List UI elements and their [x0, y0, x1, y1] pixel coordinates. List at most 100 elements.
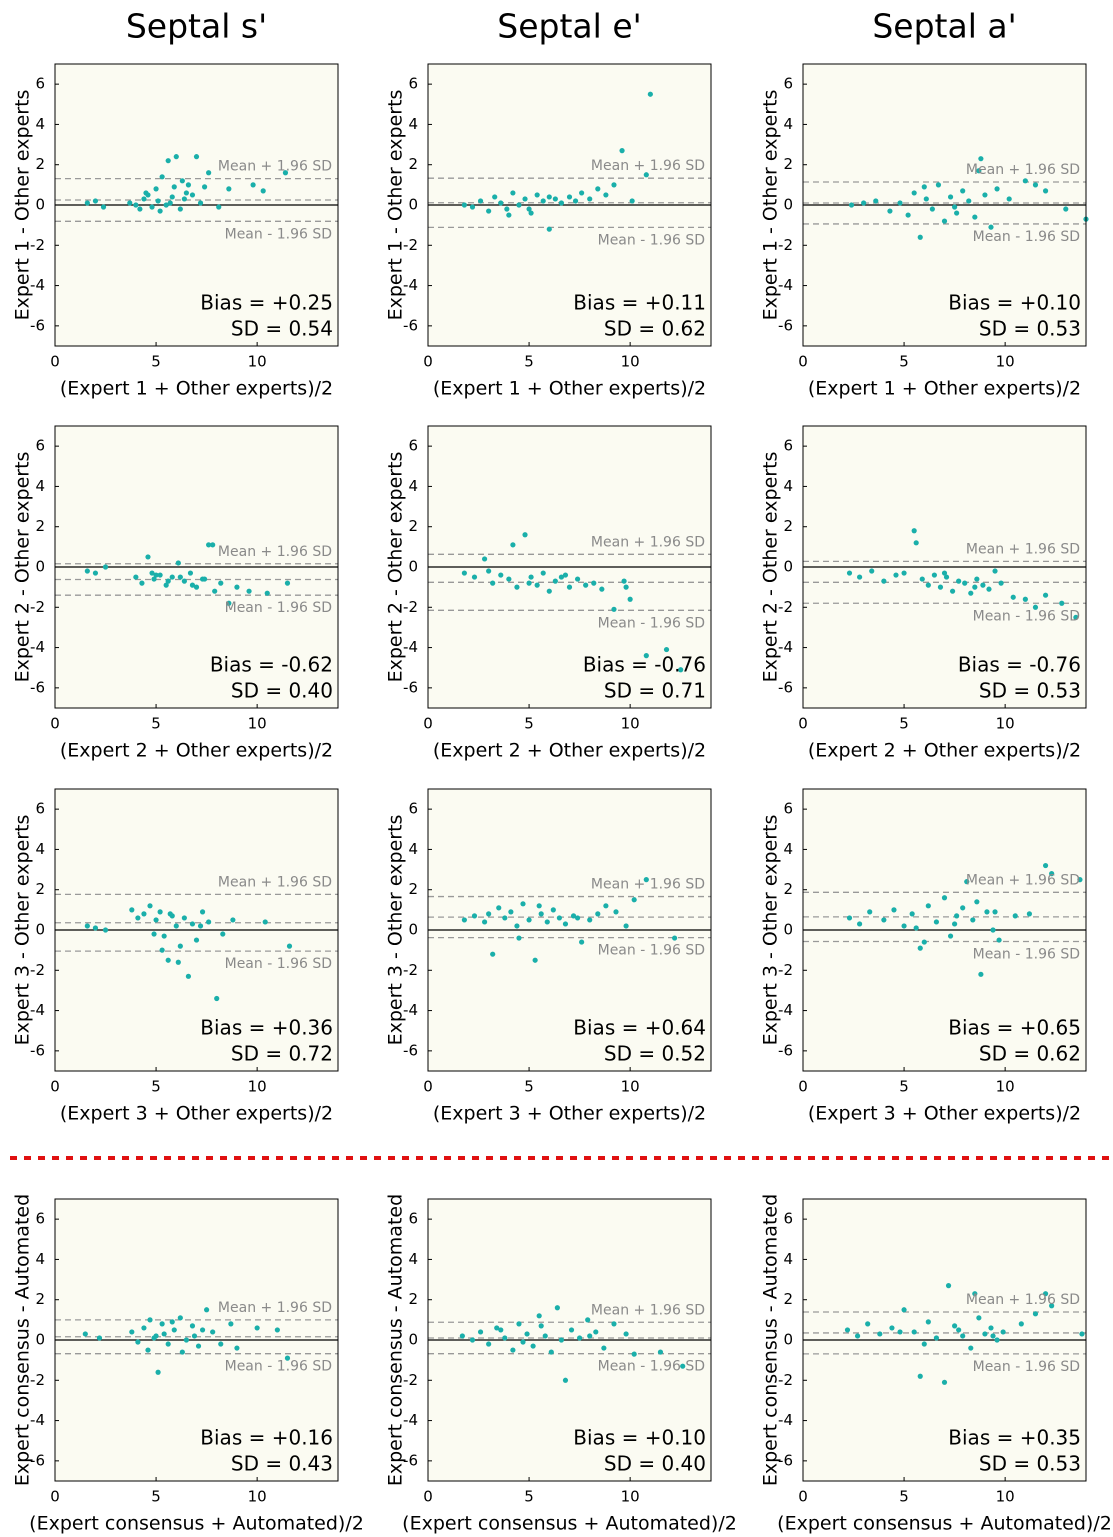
column-title: Septal s'	[126, 7, 267, 46]
y-tick-label: -2	[403, 598, 418, 616]
point	[848, 202, 855, 208]
x-axis-label: (Expert 3 + Other experts)/2	[808, 1103, 1081, 1125]
sd-label: SD = 0.52	[604, 1042, 706, 1066]
point	[923, 196, 929, 202]
point	[846, 915, 853, 921]
plot-frame	[54, 425, 339, 709]
point	[234, 584, 240, 590]
point	[461, 570, 467, 576]
point	[530, 1343, 536, 1349]
point	[163, 202, 169, 208]
point	[171, 1327, 177, 1333]
y-tick-label: 6	[35, 75, 45, 93]
point	[925, 582, 931, 588]
point	[165, 158, 171, 164]
y-tick-label: 6	[783, 1210, 793, 1228]
x-tick-label: 5	[151, 715, 161, 733]
y-tick-label: 2	[35, 1290, 45, 1308]
bias-label: Bias = +0.25	[200, 291, 333, 315]
x-tick-label: 5	[524, 353, 534, 371]
y-tick-label: 6	[783, 800, 793, 818]
point	[482, 919, 488, 925]
point	[574, 576, 581, 582]
point	[175, 560, 181, 566]
point	[536, 903, 542, 909]
point	[1006, 196, 1012, 202]
point	[250, 182, 256, 188]
point	[552, 196, 558, 202]
point	[869, 568, 875, 574]
point	[992, 568, 998, 574]
point	[933, 919, 940, 925]
y-tick-label: 2	[783, 517, 793, 535]
y-tick-label: 6	[408, 75, 418, 93]
y-tick-label: 2	[783, 1290, 793, 1308]
point	[536, 1313, 542, 1319]
y-tick-label: 2	[408, 517, 418, 535]
limit-label: Mean - 1.96 SD	[225, 1359, 332, 1375]
point	[572, 198, 579, 204]
point	[577, 1335, 583, 1341]
y-tick-label: 6	[408, 800, 418, 818]
y-tick-label: -2	[30, 961, 45, 979]
x-tick-label: 5	[899, 353, 909, 371]
point	[956, 1327, 962, 1333]
point	[917, 1373, 923, 1379]
point	[84, 200, 90, 206]
sd-label: SD = 0.53	[979, 1452, 1081, 1476]
point	[1077, 877, 1083, 883]
y-tick-label: 2	[408, 155, 418, 173]
limit-label: Mean + 1.96 SD	[218, 874, 332, 890]
y-tick-label: 0	[35, 558, 45, 576]
point	[972, 584, 978, 590]
sd-label: SD = 0.72	[231, 1042, 333, 1066]
point	[601, 1345, 607, 1351]
x-tick-label: 5	[899, 1488, 909, 1506]
point	[546, 226, 552, 232]
y-tick-label: 4	[35, 1250, 45, 1268]
x-tick-label: 0	[50, 353, 60, 371]
y-axis-label: Expert 1 - Other experts	[760, 90, 782, 321]
point	[133, 574, 139, 580]
y-tick-label: 6	[35, 437, 45, 455]
point	[135, 915, 141, 921]
limit-label: Mean - 1.96 SD	[598, 1359, 705, 1375]
point	[867, 909, 873, 915]
bias-label: Bias = +0.10	[573, 1426, 706, 1450]
point	[147, 1317, 153, 1323]
point	[976, 1315, 982, 1321]
point	[189, 192, 196, 198]
y-tick-label: -6	[30, 678, 45, 696]
y-tick-label: 4	[35, 115, 45, 133]
y-tick-label: 0	[783, 1331, 793, 1349]
point	[921, 184, 927, 190]
point	[877, 1331, 883, 1337]
point	[520, 1339, 526, 1345]
point	[234, 1345, 240, 1351]
point	[129, 907, 135, 913]
point	[461, 917, 467, 923]
y-axis-label: Expert 2 - Other experts	[760, 452, 782, 683]
point	[984, 909, 990, 915]
x-tick-label: 10	[996, 353, 1015, 371]
point	[972, 214, 978, 220]
point	[151, 931, 157, 937]
y-axis-label: Expert 1 - Other experts	[385, 90, 407, 321]
point	[522, 196, 528, 202]
point	[603, 192, 609, 198]
point	[558, 1337, 565, 1343]
point	[901, 923, 907, 929]
point	[526, 917, 532, 923]
y-axis-label: Expert 3 - Other experts	[760, 815, 782, 1046]
point	[226, 600, 232, 606]
point	[84, 568, 90, 574]
y-tick-label: 6	[408, 1210, 418, 1228]
point	[911, 1329, 917, 1335]
point	[566, 584, 573, 590]
point	[147, 903, 153, 909]
y-tick-label: -6	[30, 1041, 45, 1059]
point	[540, 570, 546, 576]
point	[913, 925, 919, 931]
point	[974, 899, 980, 905]
point	[566, 194, 573, 200]
